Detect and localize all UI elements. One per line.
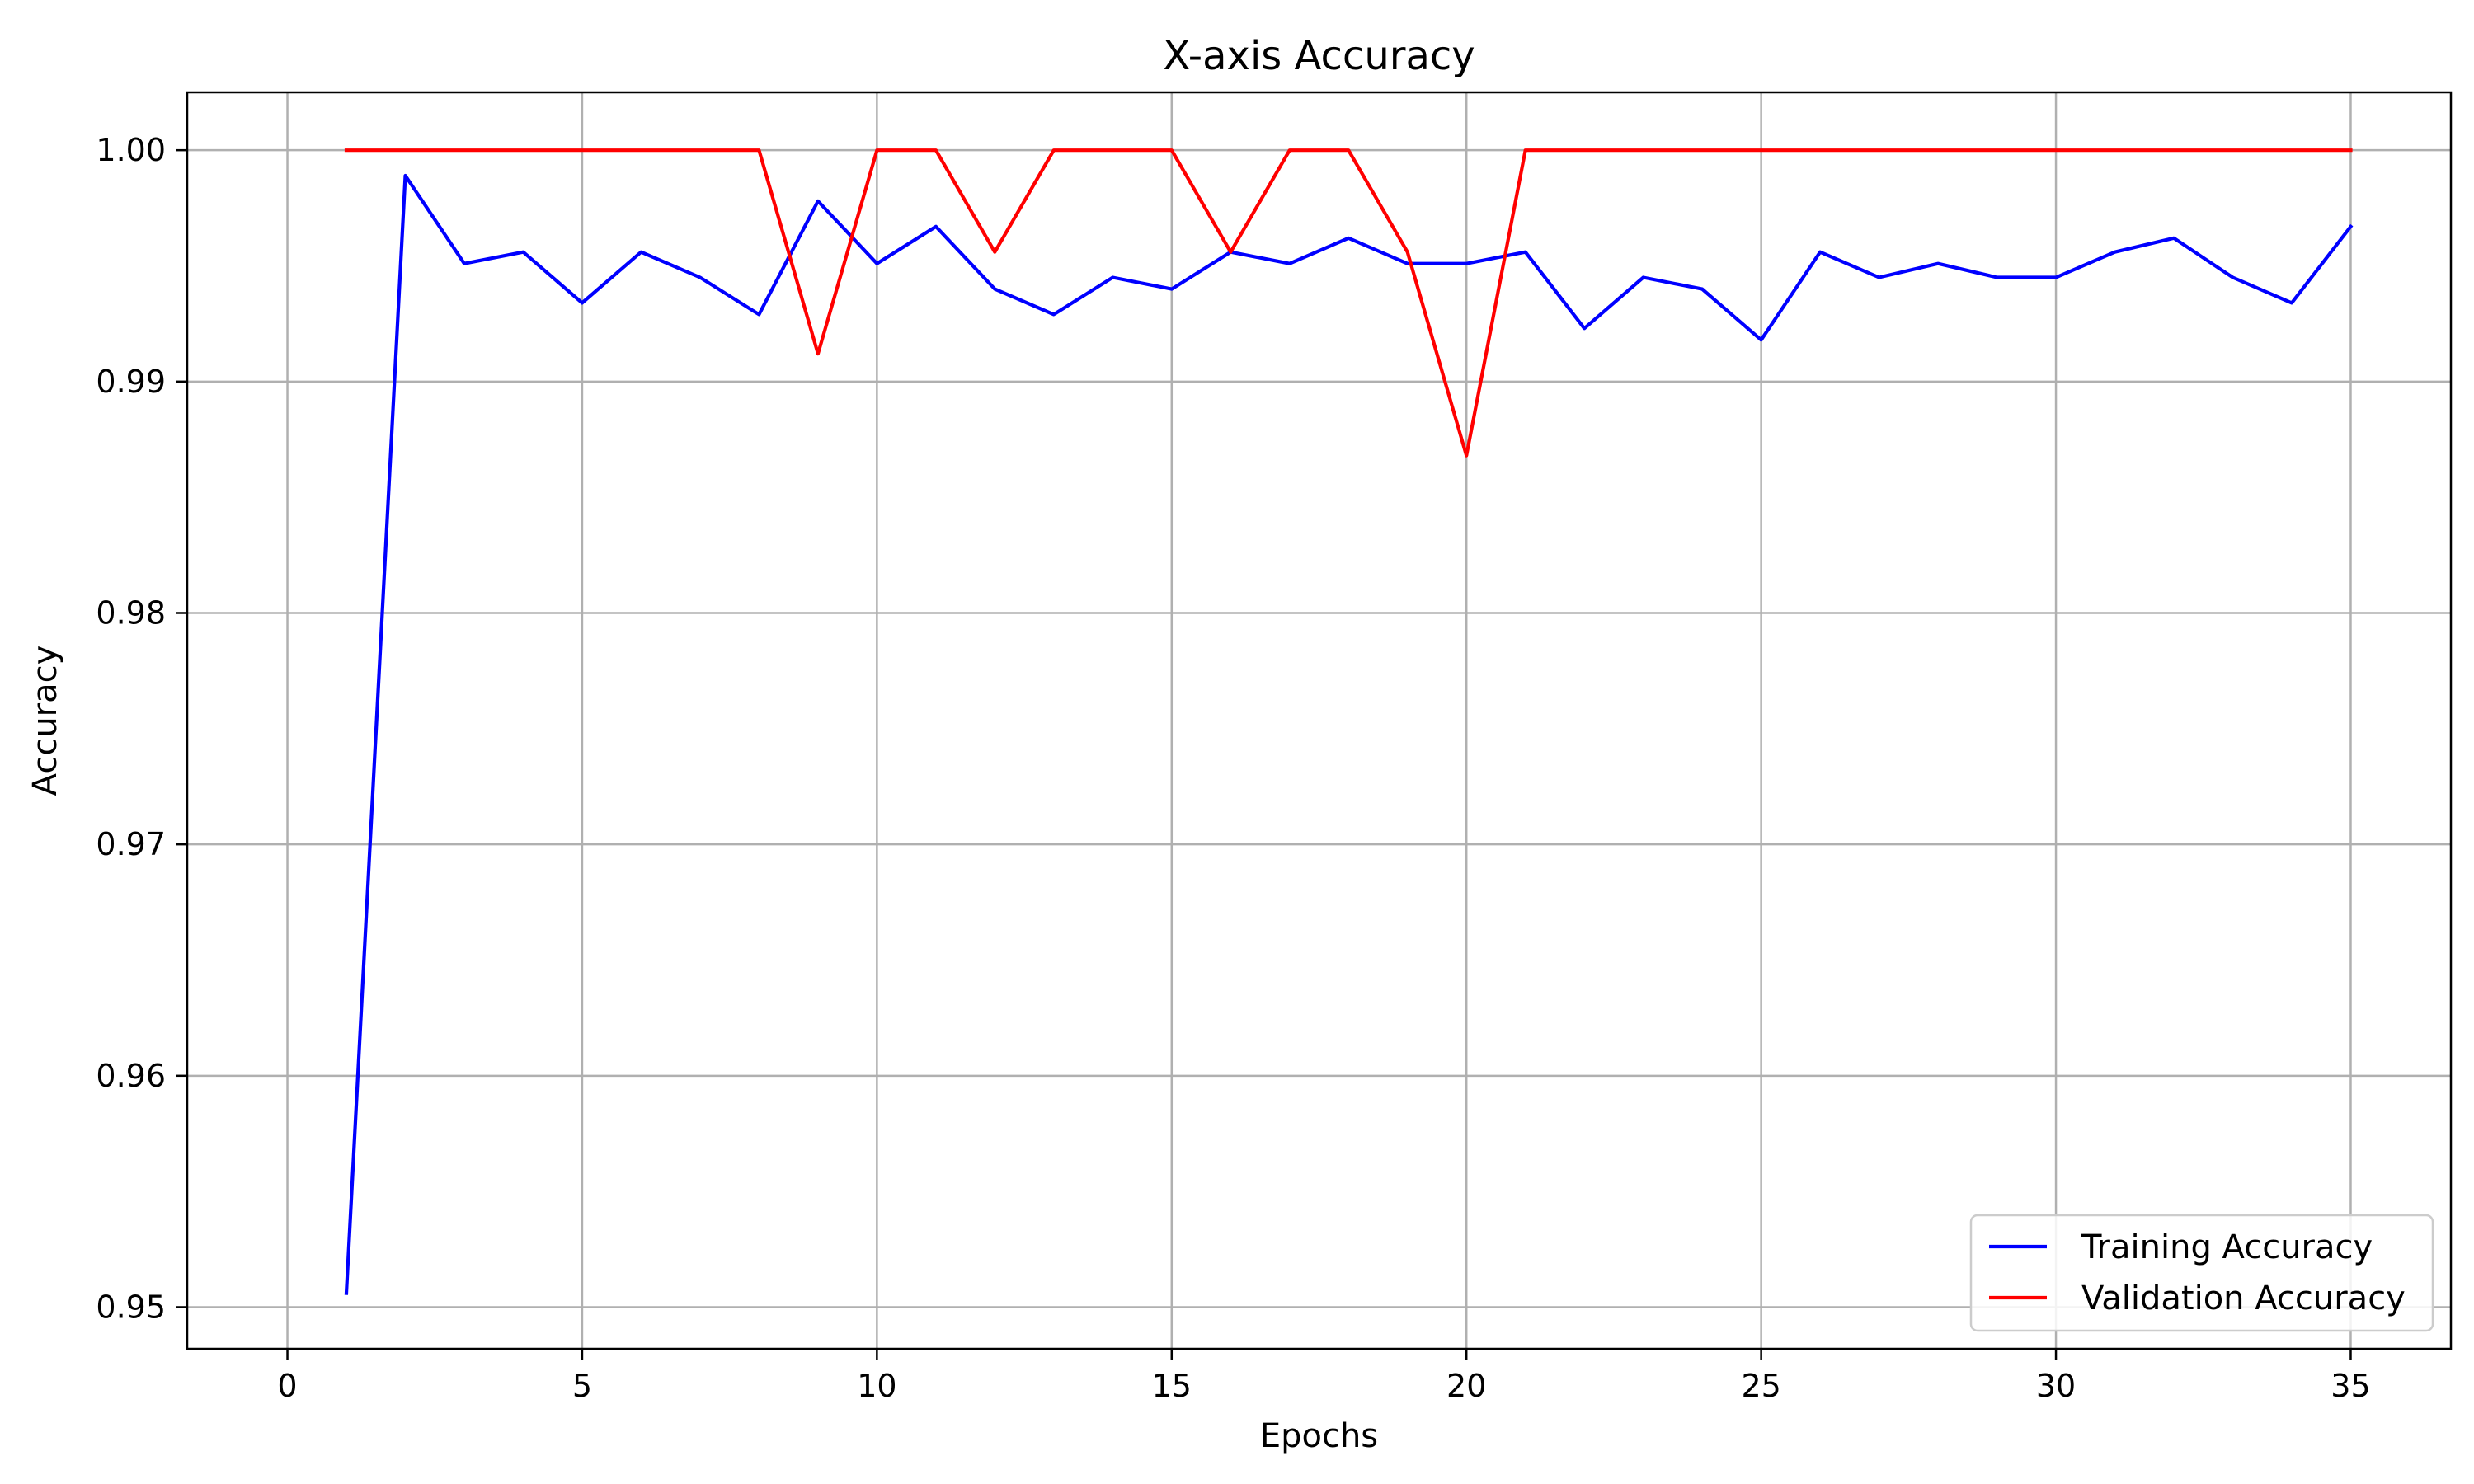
validation-accuracy-line — [344, 148, 2353, 458]
x-tick-label: 5 — [572, 1368, 592, 1404]
x-tick-label: 35 — [2331, 1368, 2370, 1404]
training-accuracy-line — [344, 173, 2354, 1295]
x-axis-label: Epochs — [1260, 1417, 1378, 1455]
x-tick-label: 25 — [1741, 1368, 1780, 1404]
y-tick-label: 0.97 — [96, 826, 166, 862]
x-tick-label: 15 — [1152, 1368, 1192, 1404]
y-tick-label: 0.99 — [96, 364, 166, 400]
y-tick-label: 0.98 — [96, 594, 166, 631]
axis-ticks: 0 5 10 15 20 25 30 35 0.95 0.96 0.97 0.98 0.99 1.00 — [96, 132, 2370, 1404]
x-tick-label: 20 — [1446, 1368, 1486, 1404]
x-tick-label: 10 — [857, 1368, 896, 1404]
legend-box — [1969, 1214, 2434, 1332]
x-tick-label: 0 — [277, 1368, 297, 1404]
legend-label-validation-accuracy: Validation Accuracy — [2081, 1280, 2406, 1317]
plot-area-frame — [186, 91, 2453, 1350]
y-axis-label: Accuracy — [26, 646, 64, 796]
chart-legend: Training Accuracy Validation Accuracy — [1969, 1214, 2434, 1332]
series-lines — [344, 148, 2354, 1295]
y-tick-label: 0.95 — [96, 1289, 166, 1325]
y-tick-label: 0.96 — [96, 1058, 166, 1094]
x-tick-label: 30 — [2036, 1368, 2076, 1404]
legend-label-training-accuracy: Training Accuracy — [2081, 1228, 2373, 1266]
y-tick-label: 1.00 — [96, 132, 166, 168]
chart-title: X-axis Accuracy — [1163, 33, 1475, 79]
